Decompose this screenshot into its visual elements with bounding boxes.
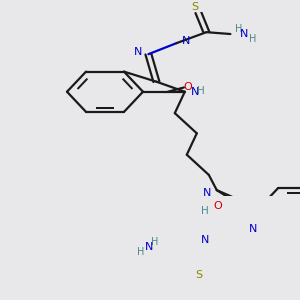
Text: N: N	[201, 235, 209, 245]
Text: O: O	[213, 201, 222, 211]
Text: N: N	[145, 242, 153, 252]
Text: N: N	[202, 188, 211, 198]
Text: N: N	[182, 36, 190, 46]
Text: H: H	[201, 206, 209, 216]
Text: O: O	[184, 82, 192, 92]
Text: H: H	[137, 247, 145, 257]
Text: S: S	[195, 269, 203, 280]
Text: H: H	[235, 24, 242, 34]
Text: H: H	[197, 85, 205, 95]
Text: N: N	[240, 29, 249, 39]
Text: N: N	[134, 47, 142, 57]
Text: H: H	[151, 237, 158, 247]
Text: S: S	[191, 2, 198, 11]
Text: N: N	[190, 87, 199, 97]
Text: H: H	[249, 34, 256, 44]
Text: N: N	[249, 224, 257, 234]
